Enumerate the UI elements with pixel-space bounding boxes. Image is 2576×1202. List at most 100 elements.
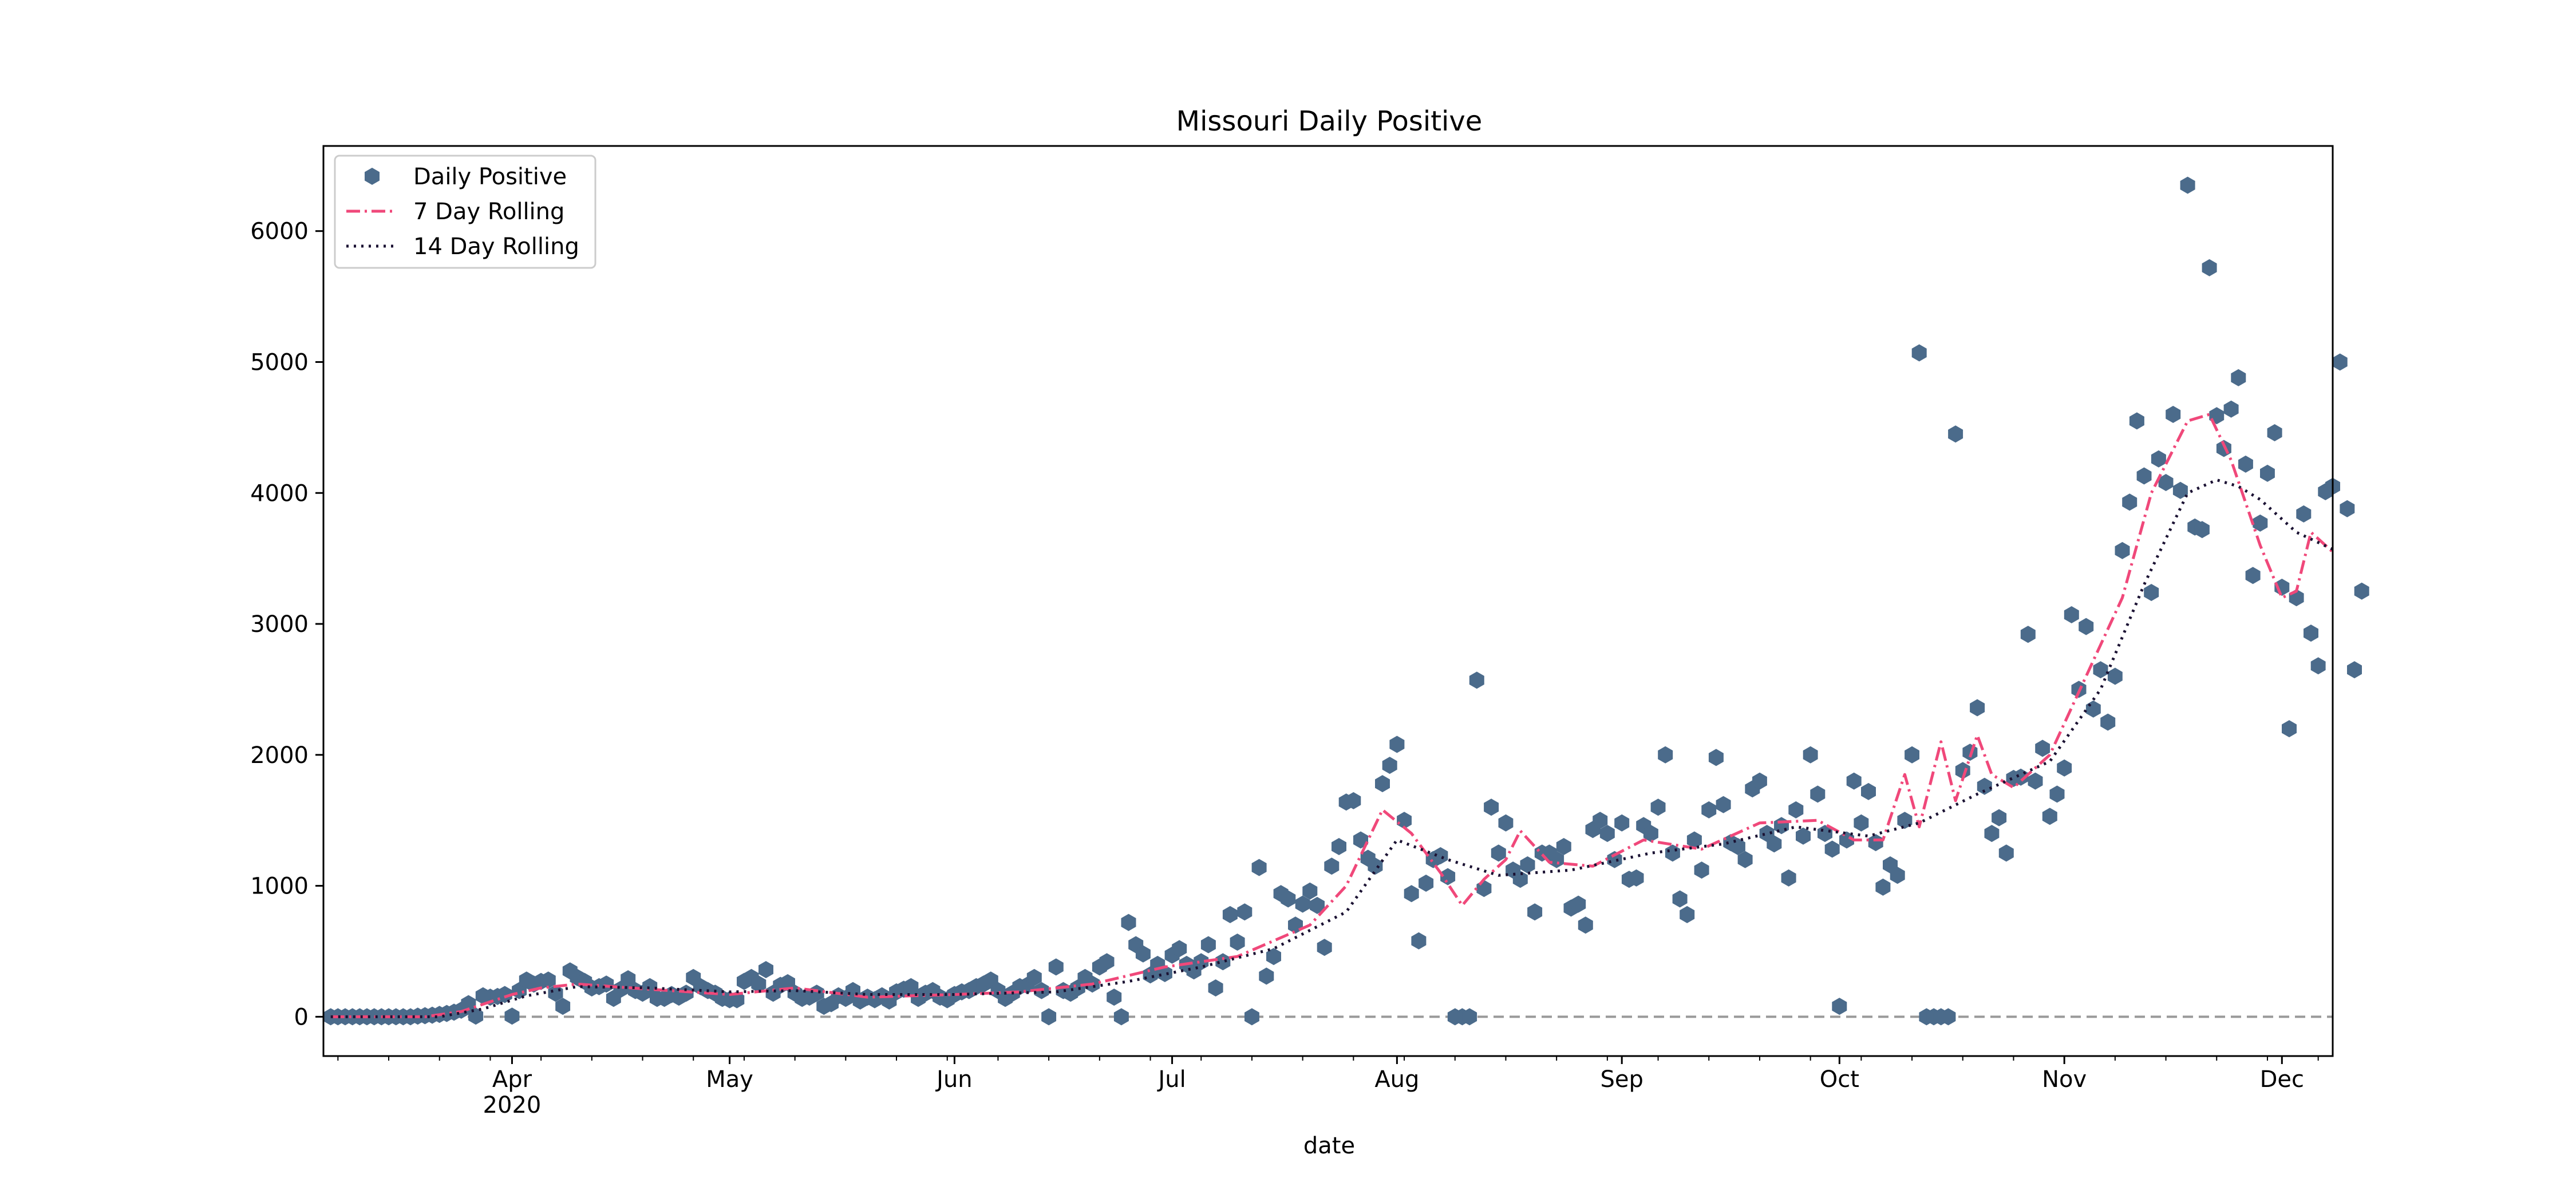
data-point (1803, 746, 1818, 764)
data-point (1824, 840, 1840, 858)
data-point (1810, 785, 1826, 803)
data-point (2151, 450, 2166, 468)
data-point (1440, 868, 1456, 885)
data-point (1368, 857, 1383, 875)
data-point (1484, 798, 1499, 816)
data-point (1970, 699, 1985, 717)
x-axis-label: date (1303, 1133, 1355, 1159)
data-point (1332, 838, 1346, 855)
y-tick-label: 4000 (250, 480, 309, 507)
data-point (642, 978, 658, 995)
data-point (2100, 713, 2116, 731)
data-point (1832, 998, 1847, 1015)
data-point (1404, 885, 1419, 903)
data-point (1875, 878, 1891, 896)
data-point (1251, 859, 1267, 876)
data-point (1948, 425, 1963, 443)
data-point (1419, 875, 1434, 892)
data-point (2042, 808, 2057, 825)
data-point (1237, 903, 1253, 921)
y-tick-label: 0 (294, 1004, 309, 1030)
data-point (2079, 618, 2094, 635)
data-point (1389, 736, 1405, 753)
data-point (2107, 667, 2123, 685)
data-point (2223, 400, 2239, 418)
data-point (1512, 871, 1528, 888)
data-point (1672, 890, 1688, 908)
data-point (1614, 814, 1630, 832)
data-point (1135, 945, 1151, 963)
data-point (1846, 772, 1862, 790)
data-point (1259, 967, 1274, 985)
x-tick-label: Jun (935, 1066, 973, 1093)
x-tick-sublabel: 2020 (483, 1092, 542, 1118)
data-point (555, 998, 571, 1015)
data-point (621, 970, 636, 987)
data-point (1796, 827, 1811, 845)
data-point (1498, 814, 1514, 832)
data-point (1215, 953, 1231, 971)
legend: Daily Positive 7 Day Rolling 14 Day Rollin… (334, 155, 596, 269)
data-point (1491, 844, 1506, 862)
plot-frame (322, 145, 2334, 1057)
data-point (1222, 906, 1238, 923)
data-point (1992, 809, 2007, 827)
data-point (2231, 369, 2246, 386)
data-point (1593, 812, 1608, 829)
data-point (2238, 455, 2253, 473)
data-point (1868, 834, 1883, 852)
data-point (2310, 657, 2326, 675)
legend-label: 14 Day Rolling (413, 234, 579, 260)
data-point (2144, 584, 2159, 602)
data-point (2282, 720, 2297, 738)
data-point (1397, 812, 1412, 829)
data-point (1680, 906, 1695, 923)
data-point (2296, 505, 2312, 523)
data-point (1788, 801, 1804, 819)
data-point (1571, 895, 1586, 913)
x-tick-label: Jul (1156, 1066, 1186, 1093)
data-point (1346, 792, 1361, 809)
data-point (2260, 464, 2275, 482)
data-point (1113, 1008, 1129, 1026)
data-point (1941, 1008, 1956, 1026)
data-point (1752, 772, 1767, 790)
data-point (1556, 838, 1571, 855)
data-point (1650, 798, 1666, 816)
data-point (2020, 626, 2036, 643)
y-tick-label: 5000 (250, 349, 309, 375)
data-point (540, 971, 556, 989)
data-point (2028, 772, 2043, 790)
data-point (1686, 831, 1702, 849)
data-point (1607, 851, 1622, 868)
data-point (1469, 671, 1484, 689)
data-point (1302, 882, 1318, 900)
data-point (2267, 424, 2282, 441)
series-daily-positive (323, 176, 2369, 1026)
data-point (1527, 903, 1543, 921)
data-point (2093, 661, 2108, 679)
data-point (1716, 796, 1731, 813)
legend-label: Daily Positive (413, 164, 567, 190)
x-tick-label: Apr (492, 1066, 532, 1093)
data-point (1890, 867, 1905, 884)
chart-title: Missouri Daily Positive (1176, 105, 1483, 137)
data-point (1375, 775, 1390, 793)
y-tick-label: 2000 (250, 742, 309, 769)
data-point (497, 986, 512, 1003)
data-point (1854, 814, 1869, 832)
data-point (1411, 932, 1427, 950)
data-point (751, 975, 767, 993)
data-point (1694, 861, 1709, 879)
data-point (2347, 661, 2362, 679)
y-tick-label: 1000 (250, 873, 309, 900)
data-point (1107, 989, 1122, 1006)
data-point (2049, 785, 2065, 803)
data-point (1781, 869, 1796, 887)
data-point (1643, 825, 1658, 843)
data-point (1701, 801, 1717, 819)
x-tick-label: Dec (2260, 1066, 2304, 1093)
data-point (2172, 481, 2188, 499)
